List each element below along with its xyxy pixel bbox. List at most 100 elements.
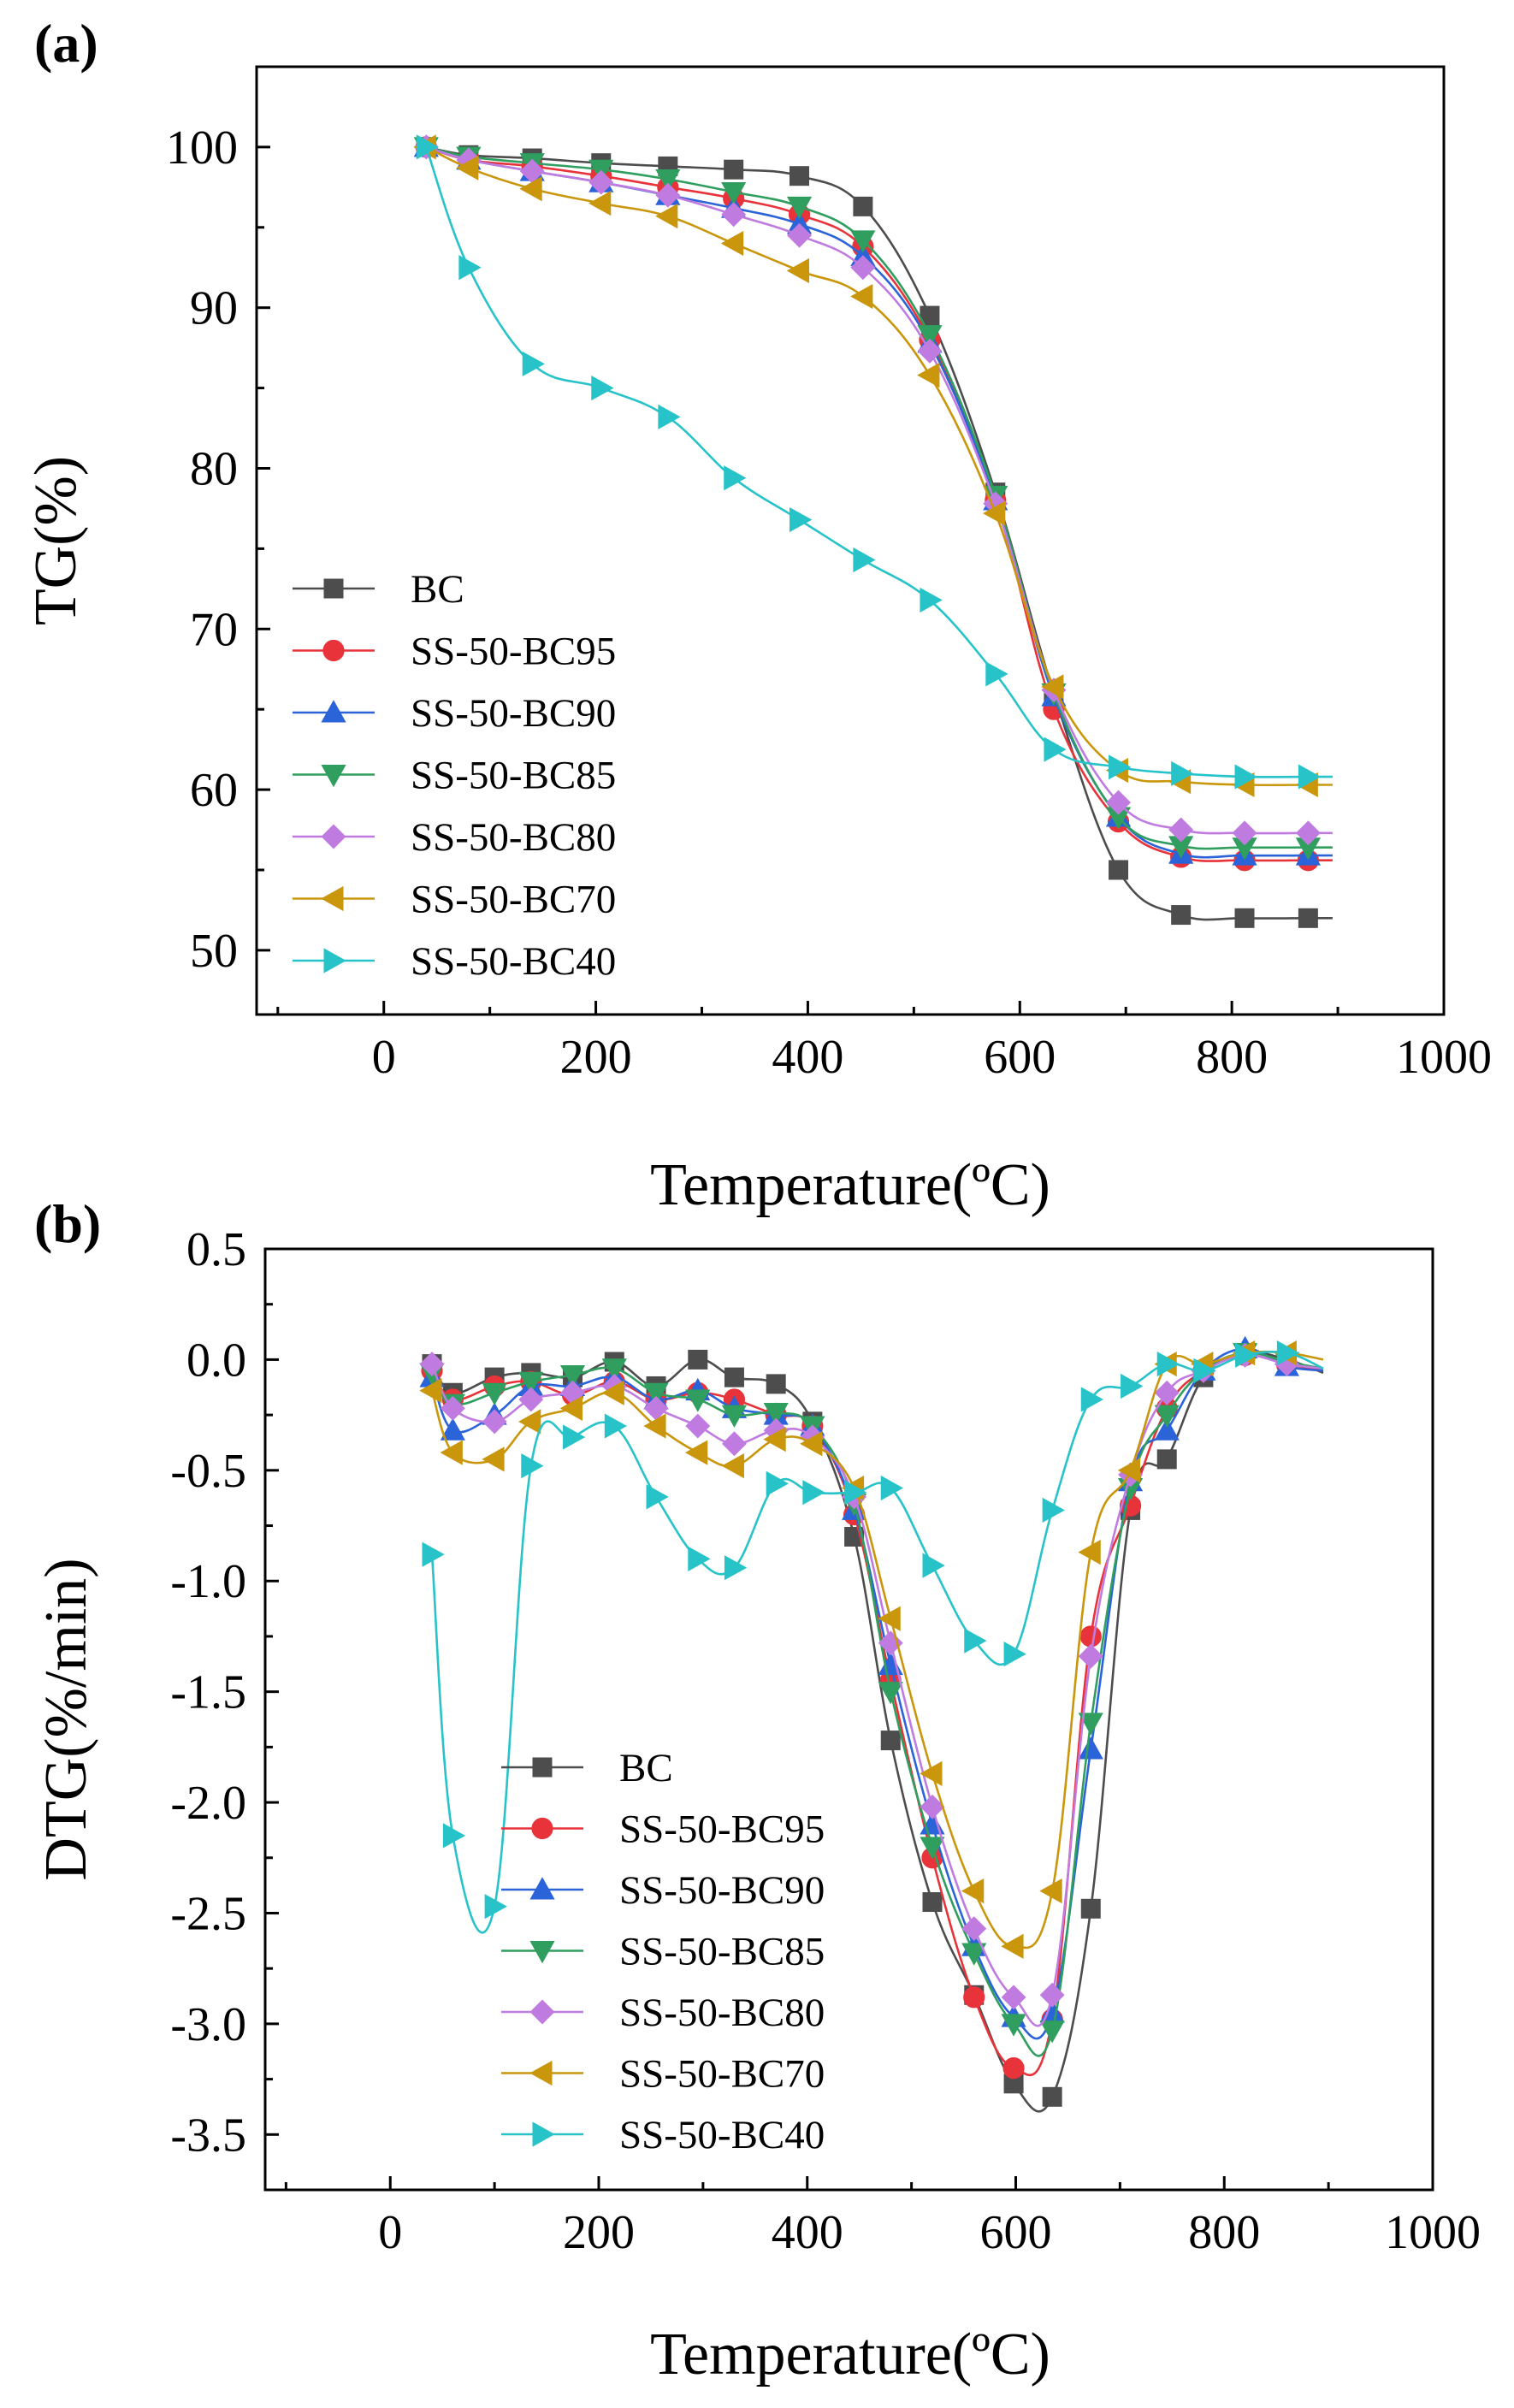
a-line-ss-50-bc85	[426, 145, 1333, 850]
a-point-ss-50-bc80	[588, 169, 614, 195]
b-point-ss-50-bc80	[440, 1395, 465, 1421]
b-point-ss-50-bc40	[880, 1475, 904, 1501]
b-point-ss-50-bc70	[559, 1395, 583, 1421]
a-legend-label: SS-50-BC95	[411, 630, 616, 674]
panel-b-legend: BC SS-50-BC95 SS-50-BC90 SS-50-BC85 SS-50-BC…	[501, 1746, 825, 2157]
b-legend-item-ss-50-bc85: SS-50-BC85	[501, 1930, 825, 1974]
b-point-ss-50-bc70	[920, 1760, 943, 1787]
b-point-ss-50-bc85	[763, 1403, 789, 1426]
a-legend-marker	[321, 700, 346, 723]
b-point-ss-50-bc40	[1042, 1497, 1065, 1523]
a-point-bc	[1298, 908, 1318, 928]
a-y-tick-label: 50	[190, 925, 238, 978]
b-point-ss-50-bc80	[1154, 1380, 1180, 1405]
b-point-ss-50-bc40	[1235, 1342, 1258, 1368]
b-line-ss-50-bc90	[430, 1347, 1324, 2040]
a-point-ss-50-bc80	[721, 202, 747, 228]
a-point-ss-50-bc40	[1298, 764, 1322, 790]
b-point-ss-50-bc40	[1080, 1387, 1104, 1412]
panel-a-tg-chart: (a) 0 200 400 600 800 1000 50 60 70 80 90 100 BC SS-…	[23, 13, 1492, 1218]
a-legend-label: SS-50-BC70	[411, 878, 616, 922]
b-series-ss-50-bc85	[419, 1343, 1324, 2057]
b-legend-item-ss-50-bc70: SS-50-BC70	[501, 2052, 825, 2097]
panel-a-plot-frame	[255, 65, 1446, 1016]
a-point-bc	[1234, 908, 1255, 928]
b-point-ss-50-bc40	[1193, 1358, 1216, 1383]
a-point-ss-50-bc40	[724, 465, 747, 491]
panel-a-series	[413, 134, 1333, 928]
b-point-ss-50-bc40	[688, 1546, 711, 1571]
panel-b-series	[419, 1335, 1324, 2113]
a-legend-item-ss-50-bc90: SS-50-BC90	[293, 691, 616, 736]
panel-a-legend: BC SS-50-BC95 SS-50-BC90 SS-50-BC85 SS-50-BC…	[293, 567, 616, 984]
b-line-bc	[430, 1351, 1324, 2113]
a-point-ss-50-bc80	[1106, 790, 1131, 815]
a-point-ss-50-bc70	[588, 191, 612, 216]
b-x-tick-label: 800	[1188, 2206, 1260, 2259]
b-series-ss-50-bc40	[422, 1340, 1324, 1934]
b-point-ss-50-bc70	[419, 1378, 442, 1404]
a-legend-item-ss-50-bc70: SS-50-BC70	[293, 878, 616, 922]
a-point-ss-50-bc40	[658, 404, 681, 429]
a-legend-label: SS-50-BC40	[411, 939, 616, 984]
b-point-ss-50-bc70	[685, 1440, 708, 1465]
a-legend-item-ss-50-bc40: SS-50-BC40	[293, 939, 616, 984]
b-point-ss-50-bc70	[482, 1447, 505, 1472]
a-point-ss-50-bc40	[591, 375, 614, 401]
a-point-ss-50-bc85	[655, 169, 681, 192]
b-point-ss-50-bc70	[1117, 1458, 1141, 1483]
a-legend-item-ss-50-bc85: SS-50-BC85	[293, 754, 616, 798]
b-legend-item-bc: BC	[501, 1746, 673, 1790]
a-legend-item-bc: BC	[293, 567, 464, 612]
b-point-ss-50-bc40	[766, 1470, 789, 1496]
b-point-bc	[1080, 1898, 1101, 1919]
b-point-ss-50-bc40	[1276, 1340, 1300, 1366]
b-y-tick-label: 0.5	[186, 1223, 246, 1276]
a-point-ss-50-bc70	[519, 176, 542, 202]
a-legend-label: SS-50-BC85	[411, 754, 616, 798]
b-point-ss-50-bc70	[961, 1878, 985, 1904]
b-point-ss-50-bc85	[721, 1405, 748, 1428]
b-point-ss-50-bc70	[601, 1380, 624, 1405]
b-point-bc	[1042, 2086, 1062, 2107]
b-point-ss-50-bc85	[961, 1943, 987, 1966]
panel-b-dtg-chart: (b) 0 200 400 600 800 1000 0.5 0.0 -0.5 -1.0 -1.5 -…	[33, 1193, 1481, 2387]
a-point-bc	[790, 166, 810, 186]
b-x-tick-label: 400	[772, 2206, 843, 2259]
panel-a-ticks: 0 200 400 600 800 1000 50 60 70 80 90 100	[166, 121, 1492, 1084]
a-point-ss-50-bc70	[786, 257, 810, 284]
b-point-ss-50-bc40	[922, 1553, 945, 1578]
b-series-ss-50-bc90	[419, 1335, 1324, 2040]
b-point-ss-50-bc90	[878, 1652, 903, 1676]
a-point-ss-50-bc40	[1171, 760, 1194, 786]
b-point-ss-50-bc70	[643, 1413, 666, 1439]
a-y-tick-label: 70	[190, 603, 238, 656]
b-point-ss-50-bc85	[685, 1389, 711, 1412]
a-point-ss-50-bc80	[917, 338, 943, 364]
b-point-ss-50-bc70	[800, 1431, 823, 1457]
b-point-ss-50-bc80	[518, 1387, 544, 1412]
a-point-ss-50-bc70	[917, 362, 940, 388]
b-point-ss-50-bc95	[1002, 2057, 1025, 2080]
b-point-ss-50-bc80	[482, 1409, 507, 1435]
b-point-ss-50-bc40	[422, 1541, 445, 1567]
b-series-ss-50-bc80	[419, 1342, 1324, 2027]
b-point-ss-50-bc85	[518, 1371, 544, 1395]
b-point-ss-50-bc40	[442, 1823, 466, 1849]
a-point-ss-50-bc85	[721, 181, 747, 205]
b-point-ss-50-bc40	[604, 1413, 628, 1439]
b-y-tick-label: 0.0	[186, 1334, 246, 1387]
a-x-tick-label: 0	[372, 1031, 396, 1084]
a-point-ss-50-bc80	[787, 222, 812, 248]
a-series-bc	[416, 137, 1333, 928]
b-point-ss-50-bc85	[643, 1382, 669, 1406]
panel-a-y-axis-title: TG(%)	[23, 456, 89, 625]
b-point-ss-50-bc40	[964, 1628, 987, 1654]
b-legend-label: SS-50-BC80	[619, 1991, 825, 2035]
b-point-ss-50-bc80	[920, 1794, 945, 1819]
b-point-ss-50-bc90	[1078, 1736, 1103, 1760]
b-point-ss-50-bc85	[1039, 2020, 1065, 2044]
a-x-tick-label: 200	[560, 1031, 632, 1084]
b-point-ss-50-bc80	[685, 1413, 711, 1439]
